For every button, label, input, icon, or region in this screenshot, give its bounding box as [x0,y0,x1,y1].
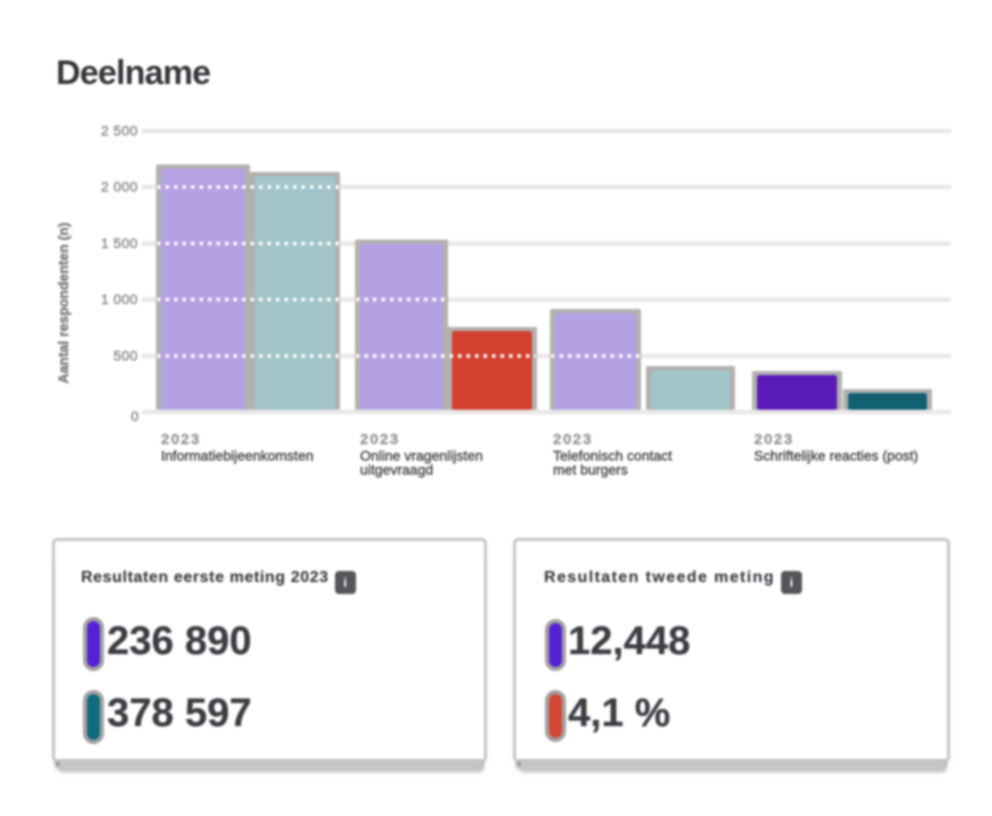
svg-text:Telefonisch contact: Telefonisch contact [553,448,672,464]
svg-text:Aantal respondenten (n): Aantal respondenten (n) [55,222,71,383]
svg-text:Informatiebijeenkomsten: Informatiebijeenkomsten [161,448,314,464]
svg-text:2023: 2023 [360,431,400,448]
svg-text:Schriftelijke reacties (post): Schriftelijke reacties (post) [754,448,918,464]
svg-text:Online vragenlijsten: Online vragenlijsten [360,448,483,464]
svg-text:2 000: 2 000 [101,179,138,195]
svg-text:0: 0 [131,408,139,424]
svg-text:met burgers: met burgers [553,462,628,478]
svg-text:2 500: 2 500 [101,123,138,139]
svg-text:uitgevraagd: uitgevraagd [360,462,433,478]
svg-text:1 000: 1 000 [101,291,138,307]
svg-text:2023: 2023 [553,431,593,448]
svg-text:2023: 2023 [754,431,794,448]
svg-text:500: 500 [113,348,138,364]
svg-text:1 500: 1 500 [101,235,138,251]
svg-text:2023: 2023 [161,431,201,448]
